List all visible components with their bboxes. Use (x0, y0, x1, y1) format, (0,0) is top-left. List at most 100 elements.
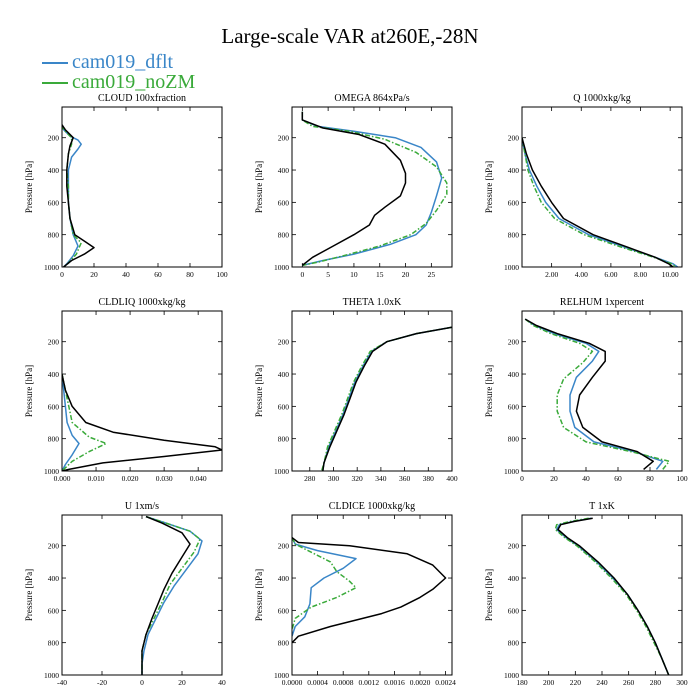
x-tick-label: 300 (328, 474, 340, 483)
x-tick-label: 400 (446, 474, 458, 483)
x-tick-label: 340 (375, 474, 387, 483)
x-tick-label: 6.00 (604, 270, 617, 279)
y-tick-label: 200 (278, 338, 290, 347)
y-tick-label: 800 (508, 639, 520, 648)
y-tick-label: 200 (48, 338, 60, 347)
x-tick-label: 260 (623, 678, 635, 687)
y-tick-label: 1000 (504, 467, 519, 476)
figure-title: Large-scale VAR at260E,-28N (221, 24, 479, 48)
y-tick-label: 1000 (274, 671, 289, 680)
series-cam019_dflt (524, 318, 664, 470)
x-tick-label: 240 (596, 678, 608, 687)
panel-title: U 1xm/s (125, 501, 159, 512)
x-tick-label: 280 (304, 474, 316, 483)
y-tick-label: 1000 (44, 263, 59, 272)
panel-6: RELHUM 1xpercent Pressure [hPa] 0 20 40 60 80 1… (484, 297, 688, 483)
y-tick-label: 600 (278, 402, 290, 411)
x-tick-label: 0.0024 (435, 678, 456, 687)
x-tick-label: 60 (154, 270, 162, 279)
y-axis-label: Pressure [hPa] (24, 365, 34, 417)
y-tick-label: 400 (508, 166, 520, 175)
series-black (522, 137, 674, 267)
y-tick-label: 600 (508, 606, 520, 615)
panel-9: T 1xK Pressure [hPa] 180 200 220 240 260 280 300… (484, 501, 688, 687)
panel-4: CLDLIQ 1000xkg/kg Pressure [hPa] 0.000 0.01… (24, 297, 223, 483)
series-cam019_noZM (320, 326, 452, 471)
x-tick-label: 4.00 (575, 270, 588, 279)
y-tick-label: 1000 (504, 671, 519, 680)
y-axis-label: Pressure [hPa] (24, 569, 34, 621)
legend-label-nozm: cam019_noZM (72, 71, 196, 93)
series-cam019_noZM (292, 537, 357, 630)
panel-title: Q 1000xkg/kg (573, 93, 631, 104)
y-tick-label: 400 (48, 166, 60, 175)
plot-frame (291, 310, 453, 472)
y-axis-label: Pressure [hPa] (484, 365, 494, 417)
y-tick-label: 800 (48, 639, 60, 648)
series-cam019_dflt (62, 124, 82, 267)
y-tick-label: 400 (278, 370, 290, 379)
x-tick-label: 40 (122, 270, 130, 279)
series-cam019_dflt (141, 515, 203, 675)
x-tick-label: 5 (326, 270, 330, 279)
y-tick-label: 600 (48, 198, 60, 207)
x-tick-label: 80 (646, 474, 654, 483)
panel-title: RELHUM 1xpercent (560, 297, 644, 308)
y-tick-label: 600 (48, 606, 60, 615)
y-tick-label: 600 (48, 402, 60, 411)
y-tick-label: 800 (278, 435, 290, 444)
x-tick-label: 0.020 (122, 474, 139, 483)
x-tick-label: 280 (650, 678, 662, 687)
y-tick-label: 800 (48, 435, 60, 444)
panel-7: U 1xm/s Pressure [hPa] -40 -20 0 20 40 200 400 60… (24, 501, 226, 687)
x-tick-label: 300 (676, 678, 688, 687)
x-tick-label: 40 (582, 474, 590, 483)
panel-title: OMEGA 864xPa/s (334, 93, 409, 104)
y-tick-label: 400 (278, 574, 290, 583)
series-black (322, 326, 452, 471)
y-axis-label: Pressure [hPa] (254, 161, 264, 213)
y-tick-label: 800 (48, 231, 60, 240)
panel-3: Q 1000xkg/kg Pressure [hPa] 2.00 4.00 6.00 8.… (484, 93, 683, 279)
x-tick-label: 0.0012 (358, 678, 379, 687)
y-tick-label: 200 (508, 134, 520, 143)
series-black (62, 373, 222, 471)
plot-frame (521, 514, 683, 676)
series-cam019_noZM (62, 124, 82, 267)
x-tick-label: 60 (614, 474, 622, 483)
x-tick-label: 220 (570, 678, 582, 687)
y-tick-label: 600 (508, 198, 520, 207)
x-tick-label: 80 (186, 270, 194, 279)
series-cam019_noZM (141, 515, 201, 675)
x-tick-label: 40 (218, 678, 226, 687)
y-tick-label: 600 (508, 402, 520, 411)
y-tick-label: 800 (278, 231, 290, 240)
plot-frame (61, 106, 223, 268)
x-tick-label: 20 (90, 270, 98, 279)
legend-item-dflt: cam019_dflt (42, 52, 195, 72)
y-tick-label: 800 (278, 639, 290, 648)
legend-swatch-dflt (42, 62, 68, 64)
y-tick-label: 1000 (274, 263, 289, 272)
x-tick-label: 20 (550, 474, 558, 483)
panel-title: T 1xK (589, 501, 615, 512)
series-cam019_dflt (522, 137, 679, 267)
x-tick-label: -20 (97, 678, 107, 687)
y-tick-label: 1000 (274, 467, 289, 476)
series-cam019_dflt (292, 537, 357, 637)
panel-1: CLOUD 100xfraction Pressure [hPa] 0 20 40 60 8… (24, 93, 228, 279)
series-black (524, 318, 654, 470)
panel-title: CLDLIQ 1000xkg/kg (99, 297, 186, 308)
x-tick-label: 0.0008 (333, 678, 354, 687)
plot-frame (521, 106, 683, 268)
x-tick-label: 0 (140, 678, 144, 687)
y-axis-label: Pressure [hPa] (254, 569, 264, 621)
panel-8: CLDICE 1000xkg/kg Pressure [hPa] 0.0000 0.0… (254, 501, 456, 687)
y-tick-label: 1000 (504, 263, 519, 272)
x-tick-label: 2.00 (545, 270, 558, 279)
y-tick-label: 400 (508, 370, 520, 379)
x-tick-label: 0 (520, 474, 524, 483)
x-tick-label: 0.040 (190, 474, 207, 483)
